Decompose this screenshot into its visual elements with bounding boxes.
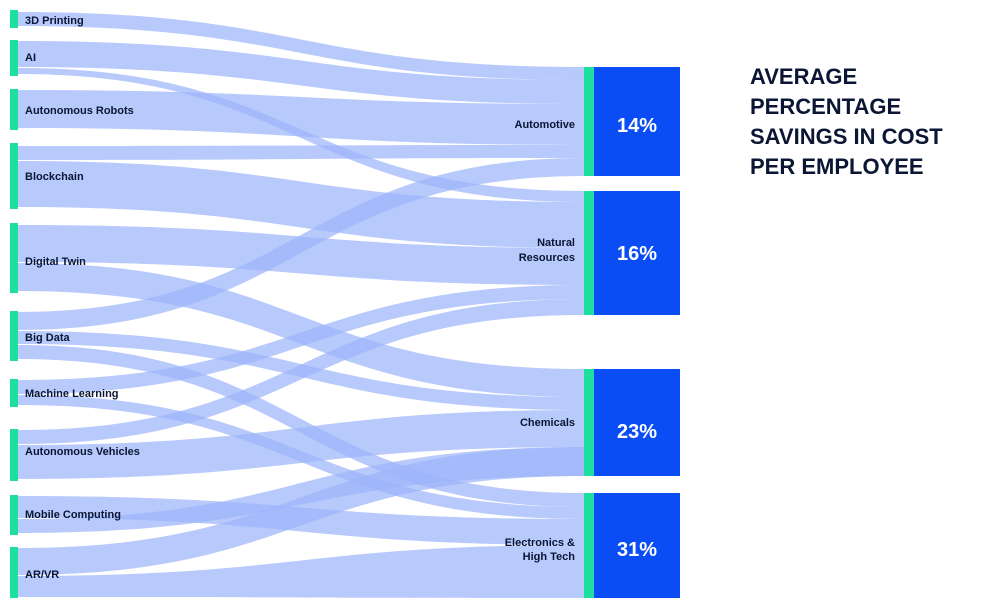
link-ar-vr-to-electronics-high-tech — [18, 545, 584, 598]
link-big-data-to-electronics-high-tech — [18, 345, 584, 507]
source-node-blockchain — [10, 143, 18, 209]
source-node-ai — [10, 40, 18, 76]
value-label-natural-resources: 16% — [617, 243, 657, 265]
link-machine-learning-to-natural-resources — [18, 285, 584, 394]
target-label-chemicals: Chemicals — [520, 417, 575, 429]
chart-title-line-4: PER EMPLOYEE — [750, 154, 924, 179]
target-label-automotive: Automotive — [515, 119, 576, 131]
source-labels: 3D Printing AI Autonomous Robots Blockchain… — [25, 15, 140, 581]
chart-title-line-3: SAVINGS IN COST — [750, 124, 943, 149]
source-node-autonomous-vehicles — [10, 429, 18, 481]
source-node-mobile-computing — [10, 495, 18, 535]
link-autonomous-vehicles-to-natural-resources — [18, 299, 584, 444]
target-label-electronics-high-tech-line-1: Electronics & — [505, 537, 575, 549]
source-label-autonomous-robots: Autonomous Robots — [25, 105, 134, 117]
source-label-digital-twin: Digital Twin — [25, 256, 86, 268]
target-label-natural-resources-line-2: Resources — [519, 252, 575, 264]
source-label-big-data: Big Data — [25, 332, 71, 344]
link-3d-printing-to-automotive — [18, 12, 584, 80]
source-label-ai: AI — [25, 52, 36, 64]
source-node-ar-vr — [10, 547, 18, 598]
source-label-ar-vr: AR/VR — [25, 569, 59, 581]
source-node-autonomous-robots — [10, 89, 18, 130]
chart-title-line-2: PERCENTAGE — [750, 94, 901, 119]
sankey-links — [18, 12, 584, 598]
target-node-natural-resources — [584, 191, 594, 315]
link-ar-vr-to-chemicals — [18, 447, 584, 575]
link-autonomous-vehicles-to-chemicals — [18, 410, 584, 479]
source-node-machine-learning — [10, 379, 18, 407]
target-label-natural-resources-line-1: Natural — [537, 237, 575, 249]
link-blockchain-to-natural-resources — [18, 161, 584, 248]
source-node-big-data — [10, 311, 18, 361]
source-label-autonomous-vehicles: Autonomous Vehicles — [25, 446, 140, 458]
link-digital-twin-to-natural-resources — [18, 225, 584, 285]
source-node-3d-printing — [10, 10, 18, 28]
value-label-chemicals: 23% — [617, 421, 657, 443]
value-label-automotive: 14% — [617, 115, 657, 137]
target-node-chemicals — [584, 369, 594, 476]
source-label-3d-printing: 3D Printing — [25, 15, 84, 27]
link-ai-to-automotive — [18, 41, 584, 104]
link-autonomous-robots-to-automotive — [18, 90, 584, 145]
target-nodes — [584, 67, 594, 598]
target-labels: Automotive Natural Resources Chemicals Elect… — [505, 119, 576, 563]
chart-title-line-1: AVERAGE — [750, 64, 857, 89]
target-node-electronics-high-tech — [584, 493, 594, 598]
target-box-chemicals — [594, 369, 680, 476]
source-label-machine-learning: Machine Learning — [25, 388, 119, 400]
source-label-blockchain: Blockchain — [25, 171, 84, 183]
link-blockchain-to-automotive — [18, 145, 584, 160]
source-node-digital-twin — [10, 223, 18, 293]
target-box-automotive — [594, 67, 680, 176]
target-box-natural-resources — [594, 191, 680, 315]
target-node-automotive — [584, 67, 594, 176]
link-big-data-to-automotive — [18, 158, 584, 330]
source-nodes — [10, 10, 18, 598]
value-label-electronics-high-tech: 31% — [617, 539, 657, 561]
target-label-electronics-high-tech-line-2: High Tech — [523, 551, 576, 563]
target-box-electronics-high-tech — [594, 493, 680, 598]
target-boxes — [594, 67, 680, 598]
source-label-mobile-computing: Mobile Computing — [25, 509, 121, 521]
percentage-labels: 14% 16% 23% 31% — [617, 115, 657, 561]
